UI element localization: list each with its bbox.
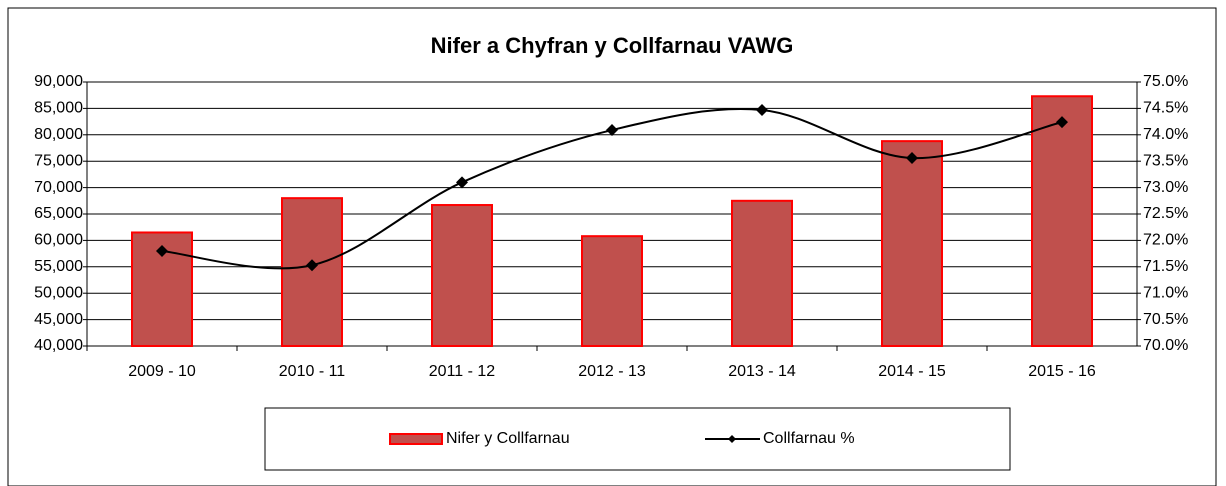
bar (1031, 95, 1093, 347)
marker (606, 124, 618, 137)
y-tick-label: 75,000 (34, 152, 83, 169)
x-tick-label: 2011 - 12 (429, 363, 496, 380)
y-tick-label: 50,000 (34, 284, 83, 301)
x-tick-label: 2009 - 10 (128, 363, 196, 380)
legend-label: Nifer y Collfarnau (446, 430, 570, 447)
legend-swatch (389, 433, 443, 445)
y2-tick-label: 73.5% (1143, 152, 1188, 169)
y2-tick-label: 71.5% (1143, 258, 1188, 275)
y2-tick-label: 73.0% (1143, 179, 1188, 196)
y-tick-label: 45,000 (34, 311, 83, 328)
y2-tick-label: 72.0% (1143, 232, 1188, 249)
y-tick-label: 60,000 (34, 232, 83, 249)
legend-label: Collfarnau % (763, 430, 855, 447)
y-tick-label: 85,000 (34, 100, 83, 117)
y-tick-label: 65,000 (34, 205, 83, 222)
x-tick-label: 2010 - 11 (279, 363, 346, 380)
x-tick-label: 2014 - 15 (878, 363, 946, 380)
x-tick-label: 2012 - 13 (578, 363, 646, 380)
y2-tick-label: 70.5% (1143, 311, 1188, 328)
y2-tick-label: 71.0% (1143, 284, 1188, 301)
y2-tick-label: 74.0% (1143, 126, 1188, 143)
marker (456, 176, 468, 189)
y2-tick-label: 70.0% (1143, 337, 1188, 354)
bar (581, 235, 643, 347)
y-tick-label: 90,000 (34, 73, 83, 90)
bar (731, 199, 793, 347)
y-tick-label: 80,000 (34, 126, 83, 143)
bar (881, 140, 943, 347)
marker (1056, 116, 1068, 129)
bar (281, 197, 343, 347)
y-tick-label: 40,000 (34, 337, 83, 354)
y-tick-label: 70,000 (34, 179, 83, 196)
marker (756, 103, 768, 116)
x-tick-label: 2015 - 16 (1028, 363, 1096, 380)
bar (431, 204, 493, 347)
chart-title: Nifer a Chyfran y Collfarnau VAWG (431, 33, 794, 58)
y2-tick-label: 72.5% (1143, 205, 1188, 222)
y-tick-label: 55,000 (34, 258, 83, 275)
y2-tick-label: 75.0% (1143, 73, 1188, 90)
marker (306, 259, 318, 272)
y2-tick-label: 74.5% (1143, 100, 1188, 117)
marker (906, 152, 918, 165)
x-tick-label: 2013 - 14 (728, 363, 796, 380)
marker (156, 244, 168, 257)
legend-box (264, 407, 1011, 471)
legend-marker (728, 435, 736, 443)
